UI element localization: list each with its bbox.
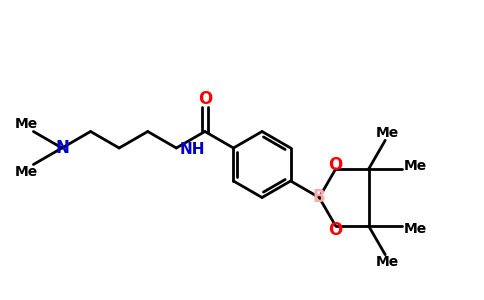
Text: Me: Me: [404, 222, 427, 236]
Text: NH: NH: [179, 142, 205, 158]
Text: Me: Me: [15, 164, 38, 178]
Text: Me: Me: [376, 126, 399, 140]
Text: B: B: [313, 188, 326, 206]
Text: O: O: [329, 221, 343, 239]
Text: N: N: [55, 139, 69, 157]
Text: Me: Me: [404, 159, 427, 173]
Text: O: O: [329, 156, 343, 174]
Text: Me: Me: [376, 255, 399, 269]
Text: Me: Me: [15, 118, 38, 131]
Text: O: O: [198, 89, 212, 107]
